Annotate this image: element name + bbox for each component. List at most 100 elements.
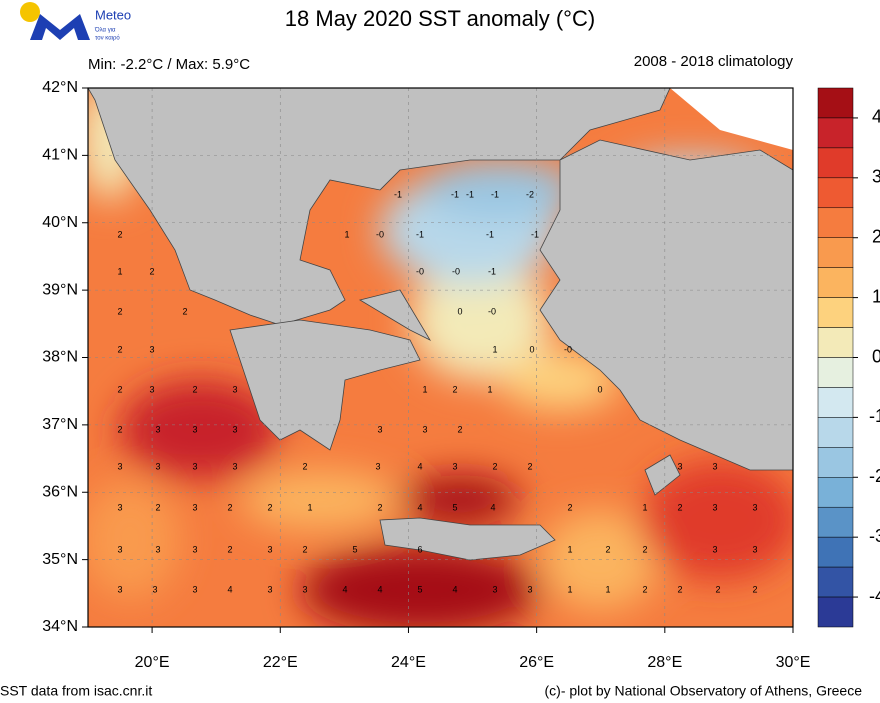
contour-label: 3 (302, 584, 307, 594)
lon-label: 26°E (519, 654, 554, 671)
contour-label: -1 (394, 189, 402, 199)
contour-label: 3 (232, 424, 237, 434)
contour-label: 2 (117, 424, 122, 434)
contour-label: 6 (417, 544, 422, 554)
min-max: Min: -2.2°C / Max: 5.9°C (88, 56, 250, 73)
map-area (88, 88, 793, 627)
contour-label: 5 (352, 544, 357, 554)
contour-label: 3 (117, 502, 122, 512)
contour-label: 2 (752, 584, 757, 594)
lat-label: 42°N (42, 79, 78, 96)
contour-label: 2 (492, 461, 497, 471)
contour-label: 3 (677, 461, 682, 471)
contour-label: -1 (466, 189, 474, 199)
contour-label: 1 (307, 502, 312, 512)
contour-label: 2 (117, 384, 122, 394)
colorbar-bin (817, 117, 854, 149)
contour-label: 4 (490, 502, 495, 512)
contour-label: 3 (712, 544, 717, 554)
contour-label: 2 (527, 461, 532, 471)
contour-label: 3 (152, 584, 157, 594)
colorbar-label: -4 (869, 586, 880, 606)
contour-label: 3 (267, 544, 272, 554)
contour-label: 2 (117, 344, 122, 354)
contour-label: 3 (192, 424, 197, 434)
colorbar-bin (817, 417, 854, 448)
contour-label: -1 (491, 189, 499, 199)
colorbar-label: 1 (872, 286, 880, 306)
contour-label: 3 (155, 461, 160, 471)
contour-label: 5 (452, 502, 457, 512)
contour-label: 3 (377, 424, 382, 434)
contour-label: -1 (531, 229, 539, 239)
contour-label: 2 (149, 266, 154, 276)
colorbar-label: -1 (869, 406, 880, 426)
lon-label: 28°E (647, 654, 682, 671)
contour-label: 3 (149, 344, 154, 354)
contour-label: 3 (192, 502, 197, 512)
contour-label: 2 (642, 584, 647, 594)
contour-label: 2 (302, 544, 307, 554)
contour-label: 3 (492, 584, 497, 594)
contour-label: 1 (422, 384, 427, 394)
contour-label: 2 (182, 306, 187, 316)
contour-label: 1 (492, 344, 497, 354)
logo-m (30, 14, 90, 40)
contour-label: 2 (677, 584, 682, 594)
contour-label: -1 (486, 229, 494, 239)
contour-label: 0 (529, 344, 534, 354)
logo-text: Meteo (95, 7, 131, 22)
contour-label: 3 (752, 544, 757, 554)
contour-label: 3 (149, 384, 154, 394)
contour-label: 2 (227, 544, 232, 554)
contour-label: 2 (642, 544, 647, 554)
contour-label: 2 (227, 502, 232, 512)
contour-label: -1 (488, 266, 496, 276)
contour-label: 3 (267, 584, 272, 594)
contour-label: 2 (192, 384, 197, 394)
title: 18 May 2020 SST anomaly (°C) (285, 6, 595, 31)
contour-label: 3 (712, 502, 717, 512)
colorbar-label: 0 (872, 346, 880, 366)
contour-label: 3 (192, 544, 197, 554)
lon-label: 24°E (391, 654, 426, 671)
contour-label: -0 (416, 266, 424, 276)
logo-sun (20, 2, 40, 22)
contour-label: 4 (227, 584, 232, 594)
contour-label: 1 (567, 584, 572, 594)
logo: Meteo Όλα για τον καιρό (20, 2, 131, 42)
contour-label: 2 (117, 306, 122, 316)
colorbar-label: -3 (869, 526, 880, 546)
lon-label: 20°E (135, 654, 170, 671)
contour-label: 3 (422, 424, 427, 434)
colorbar-bin (817, 357, 854, 388)
contour-label: 2 (677, 502, 682, 512)
contour-label: 3 (117, 461, 122, 471)
contour-label: 1 (117, 266, 122, 276)
lat-label: 34°N (42, 618, 78, 635)
contour-label: 3 (232, 461, 237, 471)
contour-label: 4 (417, 461, 422, 471)
lat-label: 36°N (42, 483, 78, 500)
colorbar-bin (817, 477, 854, 508)
colorbar-label: 4 (872, 107, 880, 127)
contour-label: 1 (605, 584, 610, 594)
contour-label: 3 (527, 584, 532, 594)
colorbar-label: 3 (872, 167, 880, 187)
contour-label: 2 (377, 502, 382, 512)
contour-label: 3 (712, 461, 717, 471)
contour-label: 3 (452, 461, 457, 471)
colorbar-bin (817, 387, 854, 418)
contour-label: 2 (567, 502, 572, 512)
colorbar-bin (817, 147, 854, 179)
contour-label: -2 (526, 189, 534, 199)
logo-sub: Όλα για (94, 28, 116, 34)
colorbar-bin (817, 177, 854, 209)
contour-label: 1 (344, 229, 349, 239)
contour-label: -0 (488, 306, 496, 316)
land (88, 88, 793, 561)
contour-label: 1 (567, 544, 572, 554)
outside-domain (670, 88, 793, 150)
climatology: 2008 - 2018 climatology (634, 53, 794, 70)
colorbar-bin (817, 447, 854, 478)
